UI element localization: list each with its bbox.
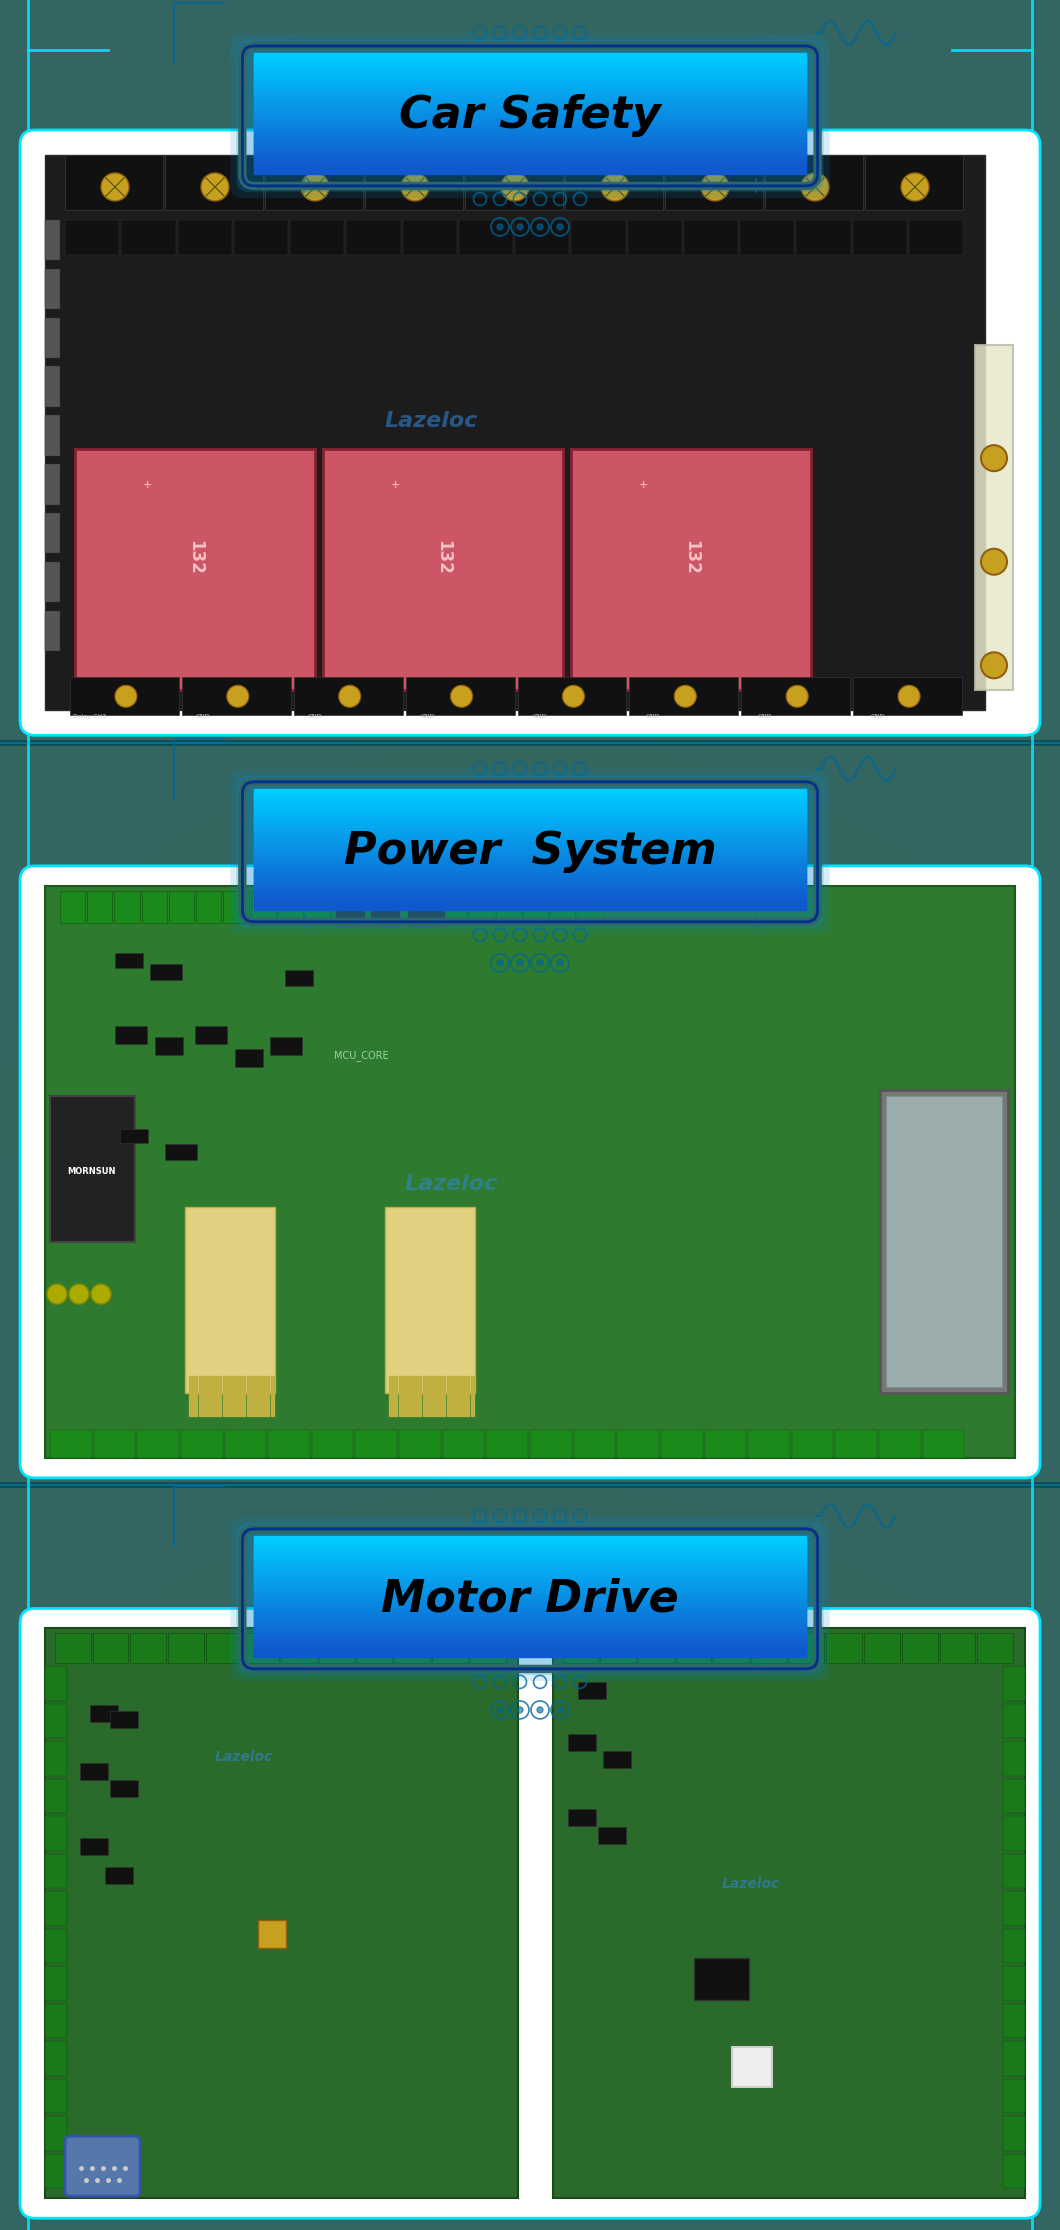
FancyBboxPatch shape — [675, 1632, 711, 1664]
Text: Lazeloc: Lazeloc — [214, 1751, 272, 1764]
Bar — [254, 838, 806, 847]
FancyBboxPatch shape — [1003, 2040, 1025, 2076]
Bar — [254, 870, 806, 879]
FancyBboxPatch shape — [465, 154, 563, 210]
FancyBboxPatch shape — [45, 513, 60, 553]
Bar — [254, 1559, 806, 1568]
Bar — [442, 1376, 445, 1416]
FancyBboxPatch shape — [853, 678, 962, 716]
FancyBboxPatch shape — [1003, 1704, 1025, 1739]
Text: MCU_CORE: MCU_CORE — [334, 1050, 389, 1061]
Bar — [254, 801, 806, 809]
FancyBboxPatch shape — [45, 2154, 67, 2188]
FancyBboxPatch shape — [186, 1206, 275, 1394]
FancyBboxPatch shape — [602, 1751, 631, 1768]
Bar — [254, 1539, 806, 1548]
Text: Power  System: Power System — [343, 830, 717, 874]
FancyBboxPatch shape — [281, 1632, 317, 1664]
Bar — [254, 103, 806, 112]
Circle shape — [787, 685, 808, 707]
Bar — [254, 1628, 806, 1637]
Bar — [198, 1376, 202, 1416]
Bar — [404, 1376, 407, 1416]
FancyBboxPatch shape — [182, 678, 290, 716]
Bar — [254, 1568, 806, 1577]
Bar — [254, 165, 806, 174]
Bar — [254, 1536, 806, 1545]
Circle shape — [898, 685, 920, 707]
FancyBboxPatch shape — [740, 221, 794, 254]
FancyBboxPatch shape — [45, 1929, 67, 1962]
Bar — [254, 885, 806, 894]
FancyBboxPatch shape — [151, 963, 182, 979]
Circle shape — [980, 653, 1007, 678]
FancyBboxPatch shape — [230, 1516, 830, 1681]
FancyBboxPatch shape — [335, 890, 365, 925]
FancyBboxPatch shape — [1003, 1666, 1025, 1701]
FancyBboxPatch shape — [181, 1429, 223, 1458]
FancyBboxPatch shape — [165, 1144, 197, 1160]
Circle shape — [517, 223, 523, 230]
Bar — [194, 1376, 197, 1416]
FancyBboxPatch shape — [880, 1090, 1008, 1394]
Text: GND: GND — [195, 714, 210, 720]
Bar — [254, 107, 806, 116]
Circle shape — [537, 959, 543, 966]
Bar — [247, 1376, 250, 1416]
FancyBboxPatch shape — [347, 221, 401, 254]
Bar — [254, 1597, 806, 1606]
Bar — [456, 1376, 460, 1416]
Circle shape — [497, 1706, 504, 1713]
FancyBboxPatch shape — [432, 1632, 467, 1664]
Text: GND: GND — [758, 714, 773, 720]
FancyBboxPatch shape — [332, 890, 357, 923]
FancyBboxPatch shape — [617, 1429, 659, 1458]
Text: 132: 132 — [186, 540, 204, 575]
Bar — [254, 843, 806, 852]
FancyBboxPatch shape — [120, 1128, 148, 1142]
Circle shape — [556, 959, 563, 966]
Bar — [254, 807, 806, 816]
FancyBboxPatch shape — [323, 448, 563, 691]
FancyBboxPatch shape — [835, 1429, 877, 1458]
FancyBboxPatch shape — [93, 1429, 136, 1458]
Bar — [254, 1626, 806, 1635]
Ellipse shape — [0, 743, 1060, 1485]
Ellipse shape — [0, 740, 1060, 2230]
Text: Lazeloc: Lazeloc — [385, 410, 478, 430]
Bar — [254, 1590, 806, 1599]
Text: 132: 132 — [434, 540, 452, 575]
FancyBboxPatch shape — [244, 1632, 279, 1664]
FancyBboxPatch shape — [1003, 1742, 1025, 1775]
Text: +: + — [638, 479, 648, 491]
Circle shape — [674, 685, 696, 707]
Text: GND: GND — [533, 714, 547, 720]
FancyBboxPatch shape — [443, 1429, 484, 1458]
Bar — [254, 96, 806, 105]
Ellipse shape — [0, 1485, 1060, 2230]
FancyBboxPatch shape — [487, 1429, 528, 1458]
Bar — [394, 1376, 398, 1416]
FancyBboxPatch shape — [65, 2136, 140, 2197]
FancyBboxPatch shape — [20, 1608, 1040, 2219]
Bar — [254, 827, 806, 836]
FancyBboxPatch shape — [45, 562, 60, 602]
FancyBboxPatch shape — [65, 221, 119, 254]
Bar — [254, 879, 806, 888]
Bar — [254, 1554, 806, 1563]
Bar — [204, 1376, 207, 1416]
Circle shape — [301, 174, 329, 201]
Bar — [189, 1376, 193, 1416]
FancyBboxPatch shape — [886, 1097, 1002, 1387]
FancyBboxPatch shape — [578, 890, 602, 923]
Ellipse shape — [0, 0, 1060, 1113]
Bar — [254, 854, 806, 863]
Bar — [254, 1606, 806, 1615]
FancyBboxPatch shape — [294, 678, 403, 716]
FancyBboxPatch shape — [406, 678, 514, 716]
FancyBboxPatch shape — [110, 1710, 138, 1728]
Bar — [254, 1610, 806, 1619]
FancyBboxPatch shape — [552, 1628, 1025, 2199]
Bar — [254, 112, 806, 120]
